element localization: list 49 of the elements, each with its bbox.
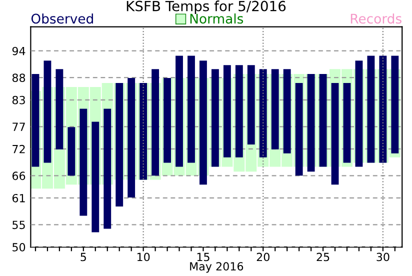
y-tick-label: 61: [12, 194, 25, 202]
bar: [32, 74, 40, 167]
bar: [152, 69, 160, 176]
x-tick-label: 25: [316, 252, 330, 262]
bar: [44, 60, 52, 163]
x-tick-label: 30: [376, 252, 390, 262]
bar: [68, 127, 76, 176]
bar: [307, 74, 315, 172]
x-tick-label: 5: [80, 252, 86, 262]
bar: [92, 122, 100, 232]
y-tick-label: 72: [12, 144, 25, 154]
bar: [367, 56, 375, 163]
bar: [80, 108, 88, 216]
bar: [283, 69, 291, 154]
x-tick-label: 20: [256, 252, 270, 262]
y-tick-label: 83: [12, 96, 25, 104]
y-tick-label: 55: [12, 220, 25, 230]
bar: [56, 69, 64, 150]
chart-title: KSFB Temps for 5/2016: [126, 0, 286, 14]
bar: [271, 69, 279, 150]
bar: [116, 82, 124, 206]
bar: [247, 65, 255, 144]
bar: [128, 78, 136, 198]
legend-label: Records: [350, 13, 402, 24]
bar: [211, 69, 219, 167]
bar: [188, 56, 195, 163]
bar: [164, 78, 171, 163]
bar: [259, 69, 267, 158]
legend-label: Normals: [190, 13, 244, 24]
bar: [343, 82, 351, 163]
x-tick-label: 15: [197, 252, 210, 262]
bar: [176, 56, 183, 167]
bar: [295, 82, 303, 176]
bar: [223, 65, 231, 158]
y-tick-label: 77: [12, 122, 25, 131]
x-tick-label: 10: [137, 252, 150, 262]
y-tick-label: 94: [12, 46, 26, 56]
bar: [235, 65, 243, 158]
bar: [331, 82, 339, 185]
bar: [379, 56, 387, 163]
y-tick-label: 50: [12, 242, 26, 252]
y-tick-label: 88: [12, 74, 26, 82]
bar: [391, 56, 399, 154]
bar: [104, 108, 112, 229]
y-tick-label: 66: [12, 172, 26, 180]
x-axis-title: May 2016: [190, 262, 244, 273]
text: Observed: [31, 13, 93, 24]
bar: [200, 60, 207, 185]
bar: [355, 60, 363, 167]
